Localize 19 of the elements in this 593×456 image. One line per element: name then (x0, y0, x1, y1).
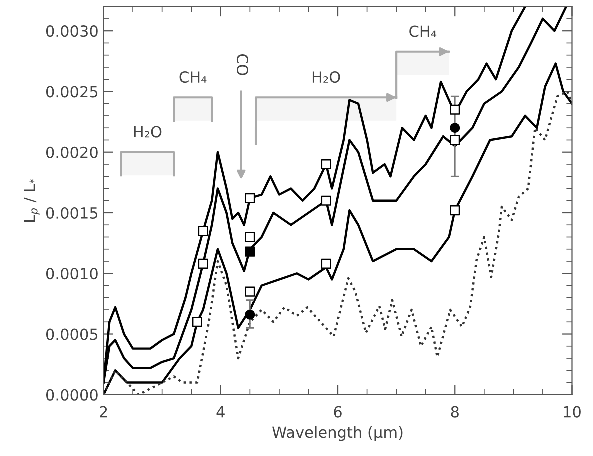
y-tick-label: 0.0025 (46, 86, 98, 98)
x-tick-label: 2 (100, 406, 108, 418)
x-tick-label: 4 (216, 406, 225, 418)
x-axis-title: Wavelength (μm) (272, 426, 403, 442)
x-tick-label: 10 (564, 406, 581, 418)
x-tick-label: 8 (451, 406, 459, 418)
x-tick-label: 6 (334, 406, 342, 418)
y-tick-label: 0.0000 (46, 389, 98, 401)
y-tick-label: 0.0030 (46, 26, 98, 38)
y-tick-label: 0.0010 (46, 268, 98, 280)
band-label: CH₄ (180, 71, 207, 84)
y-tick-label: 0.0005 (46, 328, 98, 340)
y-tick-label: 0.0020 (46, 146, 98, 158)
y-tick-label: 0.0015 (46, 207, 98, 220)
band-label: H₂O (134, 126, 162, 138)
y-axis-title: L$_{p}$ / L$_{*}$ (24, 179, 40, 222)
ref-line-label: CO (236, 54, 249, 76)
band-label: H₂O (312, 71, 340, 84)
band-label: CH₄ (410, 26, 437, 38)
